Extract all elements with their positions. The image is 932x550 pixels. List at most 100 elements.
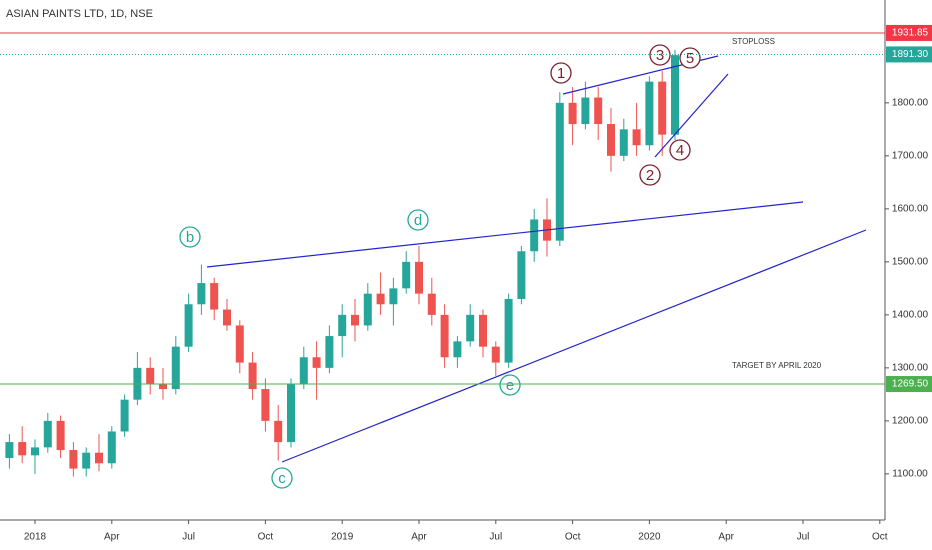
y-tick-label: 1700.00 [892, 150, 929, 161]
wave-circle [407, 209, 429, 231]
candle-body [568, 102, 577, 125]
wave-labels: b d c e 1 2 3 4 5 [179, 44, 701, 489]
trend-line [654, 73, 729, 158]
x-tick-label: Jul [797, 532, 810, 543]
candle-body [517, 251, 526, 299]
candle-body [120, 399, 129, 432]
y-tick-label: 1800.00 [892, 97, 929, 108]
x-tick-label: Apr [718, 532, 734, 543]
candle-body [222, 309, 231, 326]
wave-circle [639, 164, 661, 186]
candle-body [299, 357, 308, 384]
x-tick-label: Oct [565, 532, 581, 543]
wave-circle [550, 62, 572, 84]
candle-body [440, 314, 449, 358]
x-tick-label: 2019 [331, 532, 354, 543]
candle-body [338, 314, 347, 337]
wave-label: d [414, 212, 422, 229]
x-tick-label: Jul [489, 532, 502, 543]
y-tick-label: 1200.00 [892, 416, 929, 427]
trend-line [206, 201, 804, 268]
y-tick-label: 1400.00 [892, 310, 929, 321]
candle-body [389, 288, 398, 305]
wave-label: b [186, 229, 194, 246]
candle-body [261, 389, 270, 421]
wave-circle [679, 47, 701, 69]
candle-body [69, 450, 78, 469]
candle-body [619, 129, 628, 156]
candle-body [632, 129, 641, 146]
x-tick-label: Oct [872, 532, 888, 543]
x-tick-label: 2020 [638, 532, 661, 543]
candle-body [645, 81, 654, 146]
wave-circle [669, 139, 691, 161]
wave-label: 4 [676, 142, 684, 159]
candle-body [30, 447, 39, 456]
candle-body [146, 367, 155, 384]
candle-body [184, 304, 193, 347]
wave-circle [271, 467, 293, 489]
x-tick-label: Apr [104, 532, 120, 543]
candle-body [581, 97, 590, 125]
candle-body [658, 81, 667, 135]
candle-body [594, 97, 603, 125]
wave-circle [499, 374, 521, 396]
wave-label: 2 [646, 167, 654, 184]
level-label: 1931.85 [892, 28, 929, 39]
candle-body [158, 383, 167, 390]
candle-body [235, 325, 244, 363]
annotation: TARGET BY APRIL 2020 [732, 361, 822, 370]
candle-body [210, 283, 219, 310]
wave-circle [179, 226, 201, 248]
candle-body [274, 420, 283, 443]
candle-body [107, 431, 116, 464]
wave-label: 1 [557, 65, 565, 82]
level-label-box [886, 46, 932, 63]
annotation: STOPLOSS [732, 37, 775, 46]
candle-body [504, 298, 513, 363]
x-tick-label: 2018 [24, 532, 47, 543]
wave-label: 3 [656, 47, 664, 64]
candle-body [350, 314, 359, 326]
candle-body [18, 442, 27, 456]
x-tick-label: Apr [411, 532, 427, 543]
wave-circle [649, 44, 671, 66]
candle-body [286, 383, 295, 443]
level-label-box [886, 24, 932, 41]
y-tick-label: 1600.00 [892, 203, 929, 214]
candle-body [248, 362, 257, 390]
candle-body [453, 341, 462, 358]
candle-body [427, 293, 436, 315]
candle-body [607, 124, 616, 156]
level-label: 1269.50 [892, 379, 929, 390]
y-tick-label: 1500.00 [892, 256, 929, 267]
x-tick-label: Jul [182, 532, 195, 543]
candle-body [43, 420, 52, 448]
trend-line [281, 229, 867, 463]
candle-body [491, 346, 500, 363]
y-tick-label: 1100.00 [892, 469, 928, 480]
wave-label: e [506, 377, 514, 394]
candle-body [82, 452, 91, 469]
candle-body [414, 261, 423, 294]
candle-body [555, 102, 564, 241]
level-label: 1891.30 [892, 49, 929, 60]
chart-title: ASIAN PAINTS LTD, 1D, NSE [6, 8, 153, 20]
candle-body [671, 55, 680, 135]
candle-body [325, 336, 334, 368]
wave-label: c [278, 470, 286, 487]
candle-body [363, 293, 372, 326]
candle-body [171, 346, 180, 390]
x-tick-label: Oct [258, 532, 274, 543]
candle-body [5, 442, 14, 458]
candle-body [530, 219, 539, 252]
level-label-box [886, 376, 932, 393]
candle-body [376, 293, 385, 305]
candle-body [478, 314, 487, 347]
candle-body [94, 452, 103, 464]
candle-body [312, 357, 321, 368]
candles [5, 49, 680, 477]
y-tick-label: 1300.00 [892, 363, 929, 374]
